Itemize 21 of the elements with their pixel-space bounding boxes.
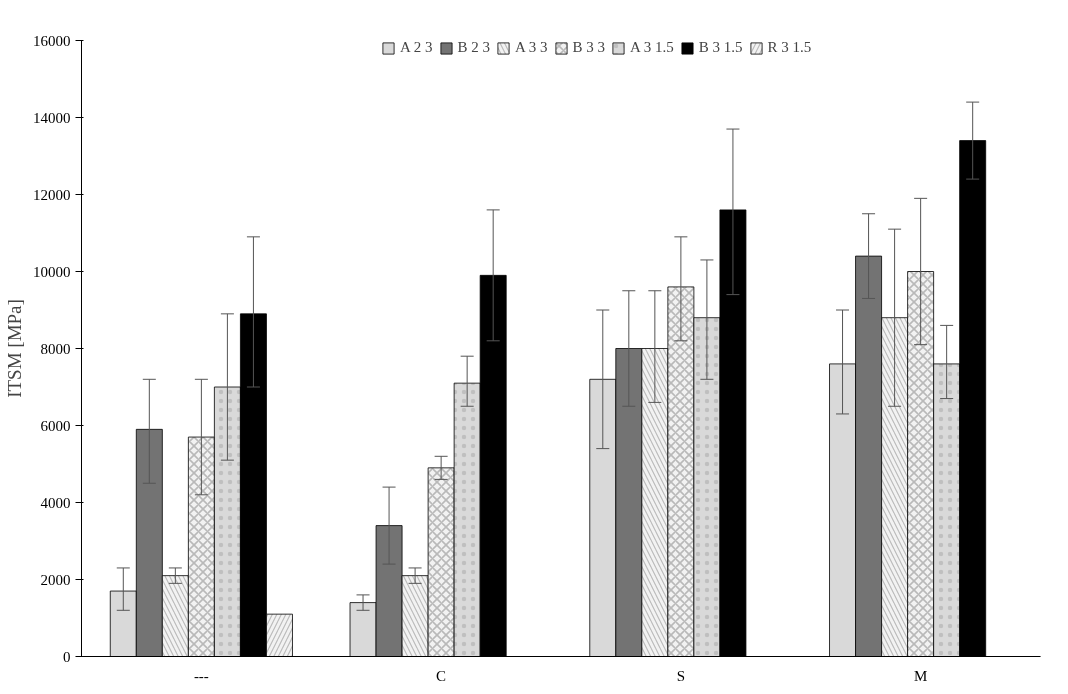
legend-label: A 2 3 bbox=[400, 39, 433, 56]
x-tick-label: C bbox=[436, 667, 447, 684]
legend-label: R 3 1.5 bbox=[767, 39, 812, 56]
y-axis-title: ITSM [MPa] bbox=[4, 299, 25, 398]
y-tick-label: 10000 bbox=[33, 263, 71, 280]
x-tick-label: M bbox=[913, 667, 928, 684]
y-tick-label: 8000 bbox=[40, 340, 71, 357]
y-tick-label: 16000 bbox=[33, 32, 71, 49]
legend-label: B 3 1.5 bbox=[698, 39, 743, 56]
x-tick-label: S bbox=[676, 667, 686, 684]
y-tick-label: 0 bbox=[63, 648, 71, 665]
legend-label: B 2 3 bbox=[457, 39, 491, 56]
y-tick-label: 2000 bbox=[40, 571, 71, 588]
legend-label: B 3 3 bbox=[572, 39, 606, 56]
y-tick-label: 6000 bbox=[40, 417, 71, 434]
x-tick-label: --- bbox=[193, 667, 209, 684]
y-tick-label: 14000 bbox=[33, 109, 71, 126]
legend-label: A 3 3 bbox=[515, 39, 548, 56]
legend-label: A 3 1.5 bbox=[630, 39, 674, 56]
y-tick-label: 12000 bbox=[33, 186, 71, 203]
y-tick-label: 4000 bbox=[40, 494, 71, 511]
